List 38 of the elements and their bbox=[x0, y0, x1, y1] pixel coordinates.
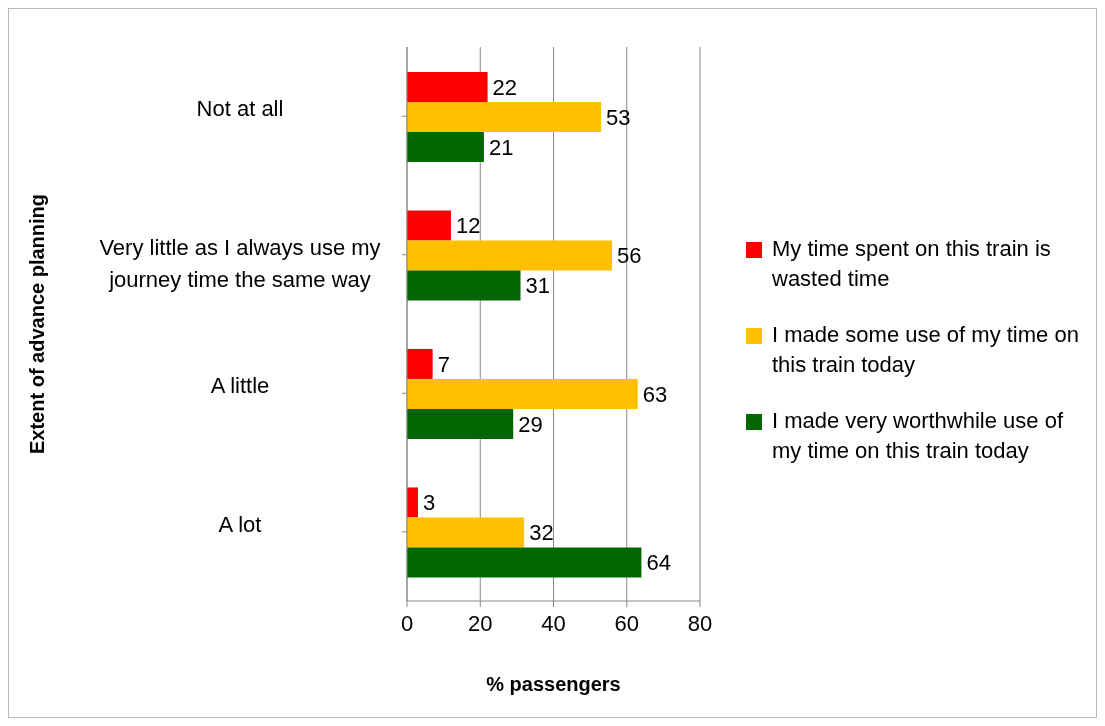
data-label: 29 bbox=[518, 411, 543, 437]
data-label: 56 bbox=[617, 243, 642, 269]
legend-label: I made some use of my time on this train today bbox=[772, 321, 1080, 379]
data-label: 22 bbox=[492, 74, 518, 100]
x-tick-label: 60 bbox=[614, 610, 639, 636]
data-label: 21 bbox=[488, 134, 514, 160]
bar bbox=[407, 517, 525, 548]
data-label: 31 bbox=[525, 273, 551, 299]
bar bbox=[407, 547, 642, 578]
bar bbox=[407, 71, 488, 102]
data-label: 53 bbox=[606, 104, 631, 130]
legend-label: My time spent on this train is wasted time bbox=[772, 235, 1052, 293]
bar bbox=[407, 240, 613, 271]
y-tick-label: Not at all bbox=[196, 96, 284, 122]
y-tick-label: Very little as I always use my journey time the same way bbox=[99, 234, 381, 292]
x-axis-title: % passengers bbox=[486, 673, 621, 695]
x-tick-label: 0 bbox=[400, 610, 414, 636]
y-tick-label: A little bbox=[210, 373, 270, 399]
data-label: 12 bbox=[455, 213, 481, 239]
bar bbox=[407, 131, 484, 162]
x-tick-label: 20 bbox=[468, 610, 493, 636]
bar bbox=[407, 378, 638, 409]
bar bbox=[407, 101, 602, 132]
bar bbox=[407, 348, 433, 379]
data-label: 63 bbox=[642, 381, 668, 407]
data-label: 32 bbox=[529, 520, 554, 546]
legend-label: I made very worthwhile use of my time on this train today bbox=[772, 407, 1065, 465]
y-tick-label: A lot bbox=[218, 511, 262, 537]
bar bbox=[407, 408, 514, 439]
bar bbox=[407, 210, 451, 241]
x-tick-label: 40 bbox=[541, 610, 566, 636]
data-label: 64 bbox=[646, 550, 671, 576]
bar bbox=[407, 270, 521, 301]
bar bbox=[407, 487, 418, 518]
data-label: 3 bbox=[422, 490, 436, 516]
x-tick-label: 80 bbox=[687, 610, 713, 636]
y-axis-title: Extent of advance planning bbox=[26, 193, 49, 455]
data-label: 7 bbox=[437, 351, 450, 377]
